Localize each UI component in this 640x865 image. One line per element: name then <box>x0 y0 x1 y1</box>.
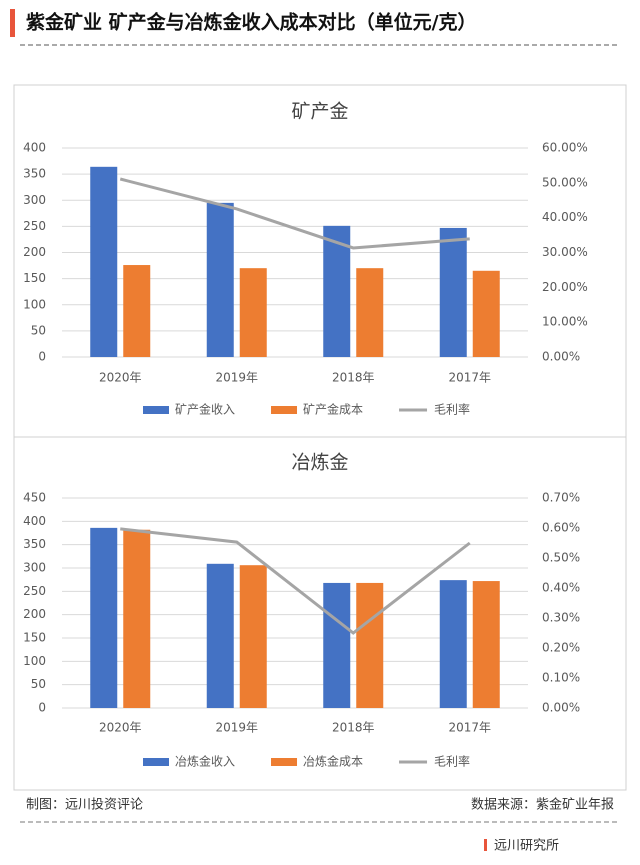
y2-tick-label: 0.20% <box>542 641 580 655</box>
x-tick-label: 2018年 <box>332 721 375 735</box>
y-tick-label: 50 <box>31 677 46 691</box>
bar <box>472 581 500 708</box>
y-tick-label: 300 <box>23 193 46 207</box>
y2-tick-label: 40.00% <box>542 210 588 224</box>
bar <box>356 268 384 357</box>
y2-tick-label: 0.30% <box>542 611 580 625</box>
page-title: 紫金矿业 矿产金与冶炼金收入成本对比（单位元/克） <box>26 11 477 34</box>
y-tick-label: 0 <box>38 701 46 715</box>
y-tick-label: 200 <box>23 607 46 621</box>
y-tick-label: 250 <box>23 584 46 598</box>
y-tick-label: 250 <box>23 219 46 233</box>
bar <box>239 268 267 357</box>
y2-tick-label: 10.00% <box>542 315 588 329</box>
bar <box>323 582 351 708</box>
x-tick-label: 2019年 <box>215 721 258 735</box>
y-tick-label: 400 <box>23 514 46 528</box>
bar <box>123 265 151 357</box>
bar <box>472 270 500 357</box>
bar <box>90 166 118 357</box>
legend-label: 冶炼金收入 <box>175 754 235 769</box>
y-tick-label: 150 <box>23 271 46 285</box>
bar <box>323 225 351 357</box>
y2-tick-label: 0.00% <box>542 350 580 364</box>
legend-label: 毛利率 <box>434 402 470 417</box>
legend-swatch <box>271 406 298 414</box>
legend-label: 毛利率 <box>434 754 470 769</box>
legend-label: 冶炼金成本 <box>303 754 363 769</box>
bar <box>206 563 234 708</box>
y2-tick-label: 20.00% <box>542 280 588 294</box>
bar <box>239 565 267 708</box>
legend-label: 矿产金成本 <box>303 402 363 417</box>
chart-frame <box>13 436 627 791</box>
x-tick-label: 2017年 <box>448 721 491 735</box>
y2-tick-label: 50.00% <box>542 175 588 189</box>
y2-tick-label: 0.10% <box>542 671 580 685</box>
y-tick-label: 200 <box>23 245 46 259</box>
bar <box>206 202 234 357</box>
y2-tick-label: 0.70% <box>542 491 580 505</box>
y-tick-label: 100 <box>23 654 46 668</box>
margin-line <box>120 527 471 635</box>
x-tick-label: 2019年 <box>215 371 258 385</box>
y-tick-label: 50 <box>31 323 46 337</box>
y2-tick-label: 0.00% <box>542 701 580 715</box>
logo-mark <box>484 839 487 851</box>
bar <box>123 529 151 708</box>
credit: 制图：远川投资评论 <box>26 797 143 813</box>
y2-tick-label: 0.40% <box>542 581 580 595</box>
y-tick-label: 350 <box>23 167 46 181</box>
x-tick-label: 2020年 <box>99 371 142 385</box>
chart-title: 矿产金 <box>291 101 348 123</box>
bar <box>356 582 384 708</box>
y-tick-label: 0 <box>38 350 46 364</box>
legend-label: 矿产金收入 <box>175 402 235 417</box>
title-accent <box>10 9 15 37</box>
bar <box>439 227 467 357</box>
y-tick-label: 100 <box>23 297 46 311</box>
x-tick-label: 2020年 <box>99 721 142 735</box>
legend-swatch <box>271 758 298 766</box>
y2-tick-label: 0.50% <box>542 551 580 565</box>
y-tick-label: 400 <box>23 141 46 155</box>
bar <box>90 527 118 708</box>
chart-title: 冶炼金 <box>291 452 348 474</box>
y-tick-label: 150 <box>23 631 46 645</box>
y2-tick-label: 0.60% <box>542 521 580 535</box>
legend-swatch <box>143 758 169 766</box>
y2-tick-label: 60.00% <box>542 141 588 155</box>
margin-line <box>119 177 470 250</box>
y2-tick-label: 30.00% <box>542 245 588 259</box>
legend-swatch <box>143 406 169 414</box>
bar <box>439 580 467 708</box>
logo: 远川研究所 <box>494 839 559 854</box>
source: 数据来源：紫金矿业年报 <box>471 797 614 813</box>
x-tick-label: 2017年 <box>448 371 491 385</box>
x-tick-label: 2018年 <box>332 371 375 385</box>
y-tick-label: 300 <box>23 561 46 575</box>
y-tick-label: 450 <box>23 491 46 505</box>
y-tick-label: 350 <box>23 537 46 551</box>
